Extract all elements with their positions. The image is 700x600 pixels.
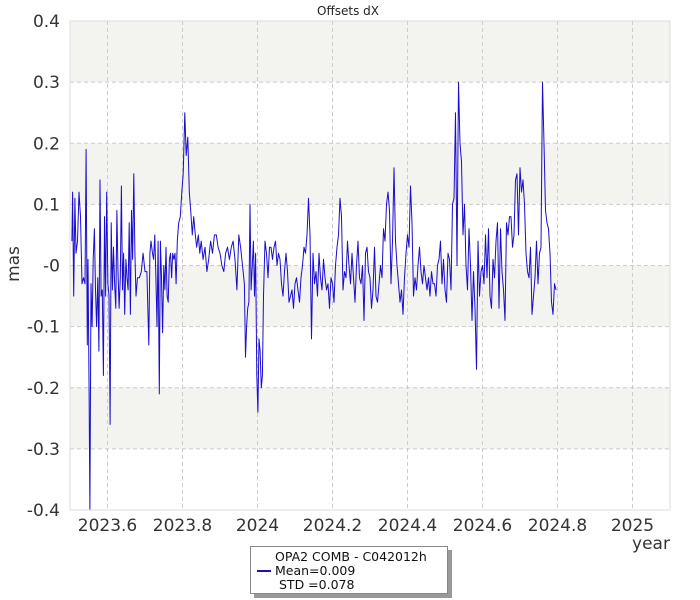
plot-band xyxy=(70,387,670,449)
plot-band xyxy=(70,82,670,144)
x-tick-label: 2023.6 xyxy=(78,516,137,536)
plot-band xyxy=(70,21,670,83)
x-tick-label: 2024.2 xyxy=(303,516,362,536)
legend-mean: Mean=0.009 xyxy=(275,563,356,578)
plot-band xyxy=(70,448,670,510)
x-axis-title: year xyxy=(632,534,670,554)
x-tick-label: 2023.8 xyxy=(153,516,212,536)
y-tick-label: -0.3 xyxy=(27,440,60,460)
legend: OPA2 COMB - C042012h Mean=0.009 STD =0.0… xyxy=(250,546,448,594)
y-tick-label: 0.2 xyxy=(33,134,60,154)
x-tick-label: 2025 xyxy=(611,516,654,536)
series-line xyxy=(71,81,557,511)
y-tick-label: 0.1 xyxy=(33,195,60,215)
y-axis-title: mas xyxy=(4,246,24,282)
y-tick-label: 0.3 xyxy=(33,73,60,93)
x-tick-labels: 2023.6 2023.8 2024 2024.2 2024.4 2024.6 2024.8… xyxy=(78,516,654,536)
x-tick-label: 2024.8 xyxy=(528,516,587,536)
legend-line-swatch xyxy=(257,570,271,572)
y-tick-label: 0.4 xyxy=(33,12,60,32)
legend-std: STD =0.078 xyxy=(279,577,355,592)
plot-frame xyxy=(69,20,671,511)
x-tick-label: 2024.6 xyxy=(453,516,512,536)
plot-band xyxy=(70,326,670,388)
x-tick-label: 2024 xyxy=(236,516,279,536)
y-tick-label: -0.1 xyxy=(27,318,60,338)
y-tick-label: -0.2 xyxy=(27,379,60,399)
legend-series-name: OPA2 COMB - C042012h xyxy=(275,549,427,564)
plot-band xyxy=(70,143,670,205)
series-layer xyxy=(71,81,557,511)
y-tick-label: -0.4 xyxy=(27,501,60,521)
background-bands xyxy=(70,21,670,510)
y-tick-labels: 0.4 0.3 0.2 0.1 -0 -0.1 -0.2 -0.3 -0.4 xyxy=(27,12,60,521)
y-tick-label: -0 xyxy=(43,257,60,277)
x-tick-label: 2024.4 xyxy=(378,516,437,536)
chart-title: Offsets dX xyxy=(317,4,379,18)
